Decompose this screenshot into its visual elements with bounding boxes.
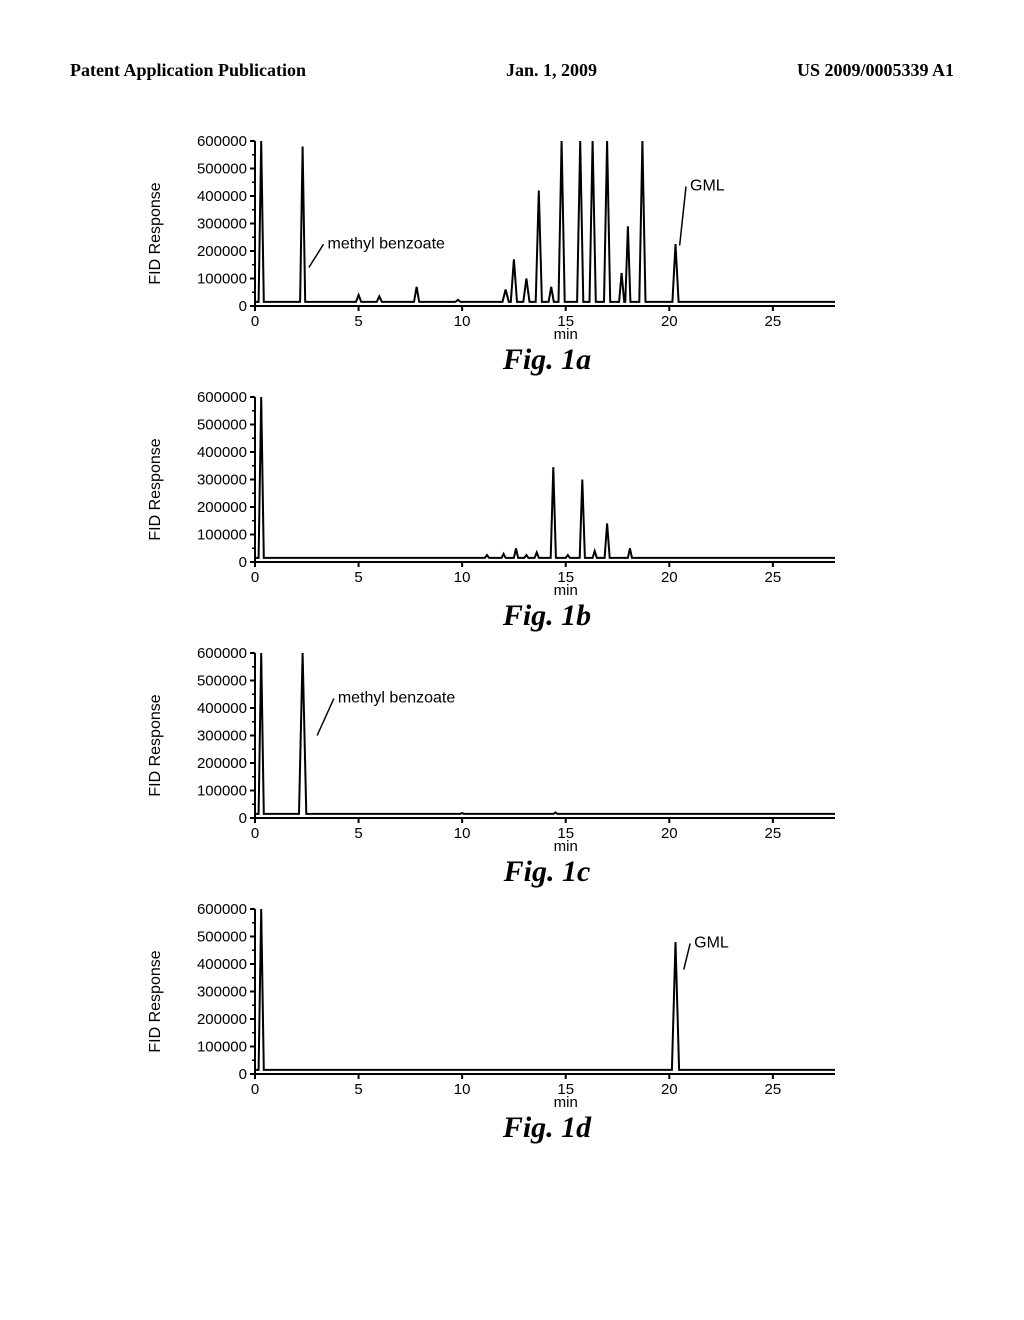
- axes-lines: [255, 141, 835, 306]
- ytick-label: 0: [239, 1066, 247, 1083]
- annotation-text: methyl benzoate: [338, 690, 456, 707]
- xtick-label: 10: [454, 313, 471, 330]
- xtick-label: 5: [354, 313, 362, 330]
- trace: [255, 397, 835, 562]
- chart-svg-1c: 0 100000 200000 300000 400000 500000 600000 0 5 1…: [140, 643, 860, 853]
- ytick-label: 600000: [197, 133, 247, 150]
- y-axis-label: FID Response: [147, 694, 164, 796]
- trace: [255, 653, 835, 818]
- ytick-label: 200000: [197, 1011, 247, 1028]
- y-axis-label: FID Response: [147, 950, 164, 1052]
- ytick-label: 300000: [197, 472, 247, 489]
- xtick-label: 20: [661, 1081, 678, 1098]
- x-axis-label: min: [554, 838, 578, 853]
- fig-label-1a: Fig. 1a: [140, 343, 954, 377]
- ytick-label: 400000: [197, 956, 247, 973]
- xtick-label: 0: [251, 1081, 259, 1098]
- header-right: US 2009/0005339 A1: [797, 60, 954, 81]
- ytick-label: 0: [239, 554, 247, 571]
- xtick-label: 25: [765, 825, 782, 842]
- ytick-label: 300000: [197, 216, 247, 233]
- chart-1b: 0 100000 200000 300000 400000 500000 600000 0 5 1…: [140, 387, 954, 633]
- ytick-label: 400000: [197, 700, 247, 717]
- chart-1d: 0 100000 200000 300000 400000 500000 600000 0 5 1…: [140, 899, 954, 1145]
- ytick-label: 200000: [197, 499, 247, 516]
- xtick-label: 25: [765, 1081, 782, 1098]
- y-axis-label: FID Response: [147, 182, 164, 284]
- axes-lines: [255, 397, 835, 562]
- annotation-text: GML: [690, 178, 725, 195]
- xtick-label: 5: [354, 825, 362, 842]
- chart-svg-1d: 0 100000 200000 300000 400000 500000 600000 0 5 1…: [140, 899, 860, 1109]
- chart-svg-1a: 0 100000 200000 300000 400000 500000 600000 0 5 1…: [140, 131, 860, 341]
- xtick-label: 20: [661, 825, 678, 842]
- xtick-label: 5: [354, 1081, 362, 1098]
- ytick-label: 600000: [197, 389, 247, 406]
- ytick-label: 200000: [197, 243, 247, 260]
- ytick-label: 500000: [197, 673, 247, 690]
- page: Patent Application Publication Jan. 1, 2…: [0, 0, 1024, 1320]
- xtick-label: 10: [454, 825, 471, 842]
- chart-1c: 0 100000 200000 300000 400000 500000 600000 0 5 1…: [140, 643, 954, 889]
- fig-label-1d: Fig. 1d: [140, 1111, 954, 1145]
- x-axis-label: min: [554, 326, 578, 341]
- header-left: Patent Application Publication: [70, 60, 306, 81]
- xtick-label: 20: [661, 313, 678, 330]
- fig-label-1c: Fig. 1c: [140, 855, 954, 889]
- trace: [255, 141, 835, 306]
- ytick-label: 100000: [197, 1039, 247, 1056]
- ytick-label: 100000: [197, 783, 247, 800]
- ytick-label: 500000: [197, 417, 247, 434]
- annotation-leader: [309, 244, 324, 267]
- annotation-text: GML: [694, 935, 729, 952]
- xtick-label: 10: [454, 1081, 471, 1098]
- y-axis-label: FID Response: [147, 438, 164, 540]
- ytick-label: 400000: [197, 444, 247, 461]
- trace: [255, 909, 835, 1074]
- ytick-label: 500000: [197, 161, 247, 178]
- xtick-label: 0: [251, 313, 259, 330]
- charts-container: 0100000200000300000400000500000600000051…: [70, 131, 954, 1145]
- annotation-leader: [317, 699, 334, 736]
- xtick-label: 10: [454, 569, 471, 586]
- ytick-label: 300000: [197, 984, 247, 1001]
- ytick-label: 600000: [197, 901, 247, 918]
- axes-lines: [255, 909, 835, 1074]
- ytick-label: 200000: [197, 755, 247, 772]
- chart-svg-1b: 0 100000 200000 300000 400000 500000 600000 0 5 1…: [140, 387, 860, 597]
- xtick-label: 0: [251, 569, 259, 586]
- ytick-label: 600000: [197, 645, 247, 662]
- ytick-label: 500000: [197, 929, 247, 946]
- xtick-label: 5: [354, 569, 362, 586]
- ytick-label: 400000: [197, 188, 247, 205]
- x-axis-label: min: [554, 1094, 578, 1109]
- header: Patent Application Publication Jan. 1, 2…: [70, 60, 954, 81]
- annotation-leader: [680, 187, 686, 246]
- axes-lines: [255, 653, 835, 818]
- fig-label-1b: Fig. 1b: [140, 599, 954, 633]
- header-center: Jan. 1, 2009: [506, 60, 597, 81]
- ytick-label: 100000: [197, 527, 247, 544]
- chart-1a: 0 100000 200000 300000 400000 500000 600000 0 5 1…: [140, 131, 954, 377]
- ytick-label: 0: [239, 298, 247, 315]
- annotation-leader: [684, 944, 690, 970]
- x-axis-label: min: [554, 582, 578, 597]
- xtick-label: 25: [765, 313, 782, 330]
- ytick-label: 0: [239, 810, 247, 827]
- xtick-label: 25: [765, 569, 782, 586]
- xtick-label: 0: [251, 825, 259, 842]
- ytick-label: 100000: [197, 271, 247, 288]
- ytick-label: 300000: [197, 728, 247, 745]
- annotation-text: methyl benzoate: [328, 235, 446, 252]
- xtick-label: 20: [661, 569, 678, 586]
